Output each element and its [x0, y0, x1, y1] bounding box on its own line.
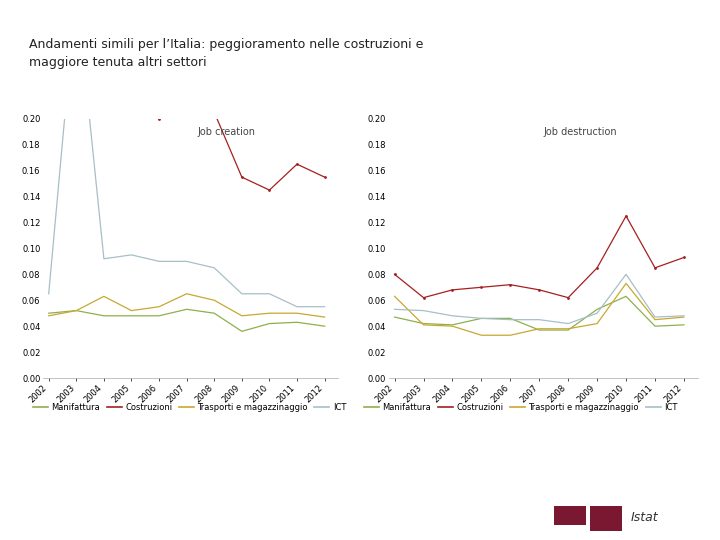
Text: Istat: Istat [631, 511, 658, 524]
Legend: Manifattura, Costruzioni, Trasporti e magazzinaggio, ICT: Manifattura, Costruzioni, Trasporti e ma… [33, 403, 346, 412]
FancyBboxPatch shape [554, 507, 586, 525]
Legend: Manifattura, Costruzioni, Trasporti e magazzinaggio, ICT: Manifattura, Costruzioni, Trasporti e ma… [364, 403, 678, 412]
Text: Job creation: Job creation [197, 126, 255, 137]
FancyBboxPatch shape [590, 507, 622, 531]
Text: Andamenti simili per l’Italia: peggioramento nelle costruzioni e
maggiore tenuta: Andamenti simili per l’Italia: peggioram… [29, 38, 423, 69]
Text: Job destruction: Job destruction [544, 126, 618, 137]
Text: Job creation - Italia: Job creation - Italia [275, 11, 445, 29]
